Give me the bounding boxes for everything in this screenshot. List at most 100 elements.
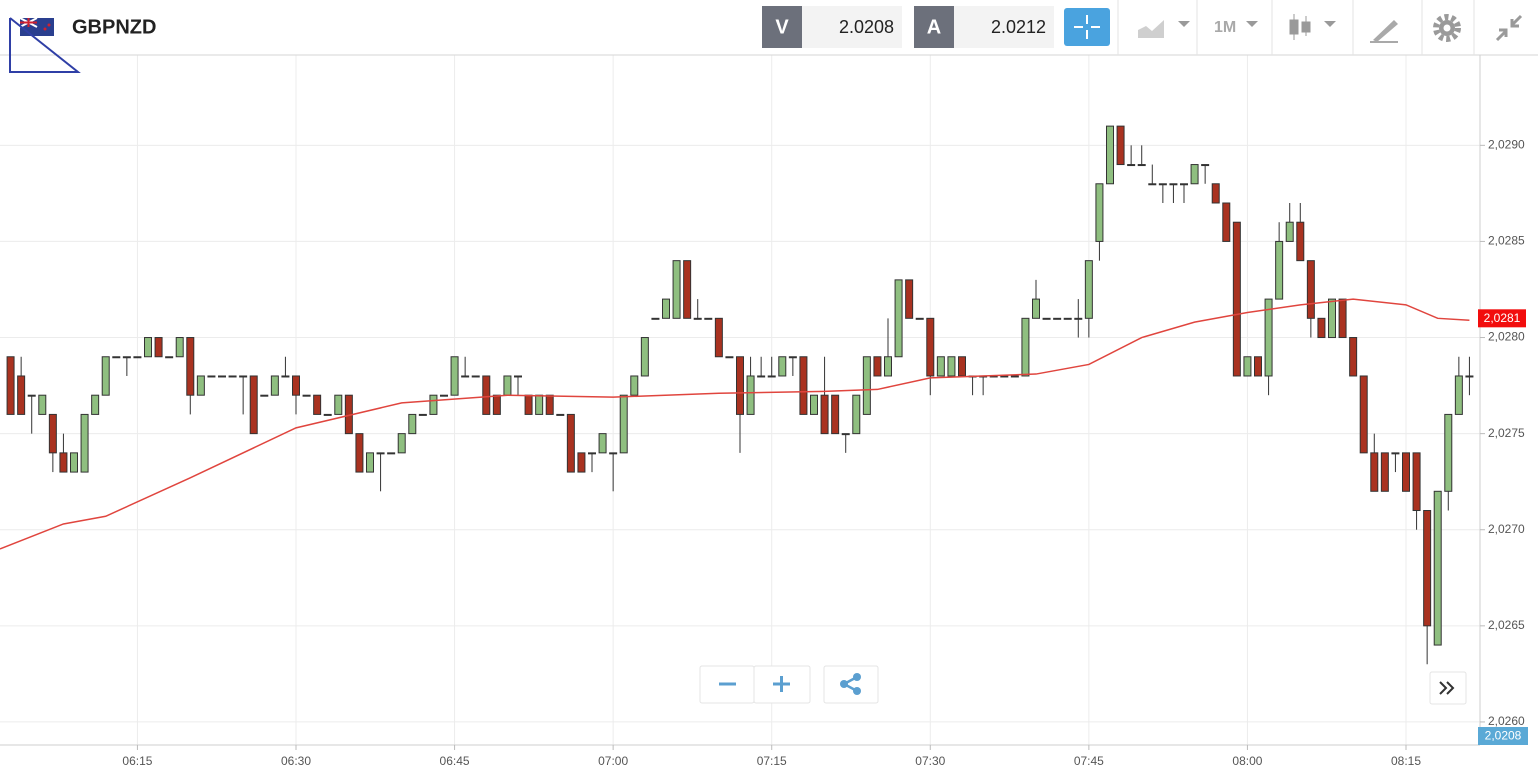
x-tick-label: 07:00 — [598, 754, 628, 768]
candle-body — [1084, 260, 1093, 319]
buy-box[interactable]: A 2.0212 — [914, 6, 1054, 48]
candle-body — [418, 413, 427, 416]
candle-body — [736, 356, 744, 415]
candle-body — [683, 260, 692, 319]
candle-body — [1433, 490, 1442, 646]
candle-body — [1243, 356, 1252, 377]
candle-body — [175, 337, 184, 358]
candle-body — [651, 317, 660, 320]
buy-label: A — [927, 16, 941, 38]
candle-body — [17, 375, 26, 415]
candle-body — [1180, 183, 1188, 186]
x-tick-label: 06:45 — [440, 754, 470, 768]
candle-body — [154, 337, 163, 358]
candle-body — [693, 317, 702, 320]
x-tick-label: 07:30 — [915, 754, 945, 768]
candle-body — [1116, 125, 1125, 166]
candle-body — [101, 356, 110, 396]
moving-average — [0, 298, 1470, 550]
candle-body — [70, 452, 78, 473]
candle-body — [429, 394, 438, 415]
candle-body — [1169, 183, 1178, 186]
candle-body — [640, 337, 649, 377]
candle-body — [397, 433, 406, 454]
y-tick-label: 2,0285 — [1488, 234, 1525, 248]
candle-body — [122, 356, 131, 359]
candle-body — [873, 356, 882, 377]
candle-body — [1148, 183, 1157, 186]
candle-body — [609, 452, 618, 455]
crosshair-button[interactable] — [1064, 8, 1110, 46]
candle-body — [1032, 298, 1040, 319]
settings-button[interactable] — [1433, 14, 1461, 42]
x-tick-label: 06:15 — [122, 754, 152, 768]
zoom-in-button[interactable] — [753, 665, 811, 704]
candle-body — [1317, 317, 1326, 339]
candle-body — [1370, 452, 1379, 492]
candle-body — [450, 356, 459, 396]
candle-body — [1222, 202, 1231, 242]
scroll-latest-button[interactable] — [1429, 671, 1467, 705]
candle-body — [1201, 164, 1210, 167]
candle-body — [1328, 298, 1336, 339]
zoom-out-button[interactable] — [699, 665, 755, 704]
candle-body — [524, 394, 533, 415]
candle-body — [48, 413, 57, 454]
candle-body — [884, 356, 892, 377]
chart-type-button[interactable] — [1138, 20, 1190, 38]
candle-body — [1275, 240, 1284, 300]
candle-body — [894, 279, 903, 358]
candle-body — [112, 356, 121, 359]
candle-body — [1296, 221, 1305, 262]
candle-body — [292, 375, 300, 396]
collapse-button[interactable] — [1495, 14, 1523, 42]
candle-body — [366, 452, 374, 473]
timeframe-button[interactable]: 1M — [1214, 19, 1258, 36]
candle-body — [38, 394, 47, 415]
candle-body — [228, 375, 237, 378]
candle-body — [1127, 164, 1136, 167]
share-button[interactable] — [823, 665, 879, 704]
candle-body — [757, 375, 766, 378]
candle-body — [577, 452, 586, 473]
candle-body — [662, 298, 670, 319]
y-tick-label: 2,0275 — [1488, 426, 1525, 440]
candle-body — [936, 356, 945, 377]
candle-body — [598, 433, 607, 454]
candle-body — [841, 433, 850, 436]
candle-body — [6, 356, 15, 415]
candle-body — [1232, 221, 1241, 377]
last-price-marker — [1478, 309, 1526, 328]
candle-body — [503, 375, 512, 396]
bid-marker: 2,0208 — [1478, 727, 1528, 745]
candle-body — [1465, 375, 1474, 378]
candle-body — [799, 356, 808, 415]
candle-body — [218, 375, 226, 378]
x-tick-label: 08:15 — [1391, 754, 1421, 768]
candle-body — [1042, 317, 1051, 320]
bid-marker-label: 2,0208 — [1485, 729, 1522, 743]
candle-body — [556, 413, 565, 416]
candle-body — [915, 317, 924, 320]
drawing-button[interactable] — [1370, 20, 1398, 43]
candle-body — [1359, 375, 1368, 454]
candle-body — [1391, 452, 1400, 455]
candle-body — [1264, 298, 1273, 377]
candle-body — [852, 394, 861, 435]
candle-body — [355, 433, 364, 473]
candle-body — [1158, 183, 1167, 186]
candle-body — [820, 394, 829, 435]
candle-body — [535, 394, 544, 415]
candle-body — [482, 375, 491, 415]
x-tick-label: 06:30 — [281, 754, 311, 768]
y-tick-label: 2,0270 — [1488, 522, 1525, 536]
candle-style-button[interactable] — [1289, 14, 1336, 40]
candle-body — [1380, 452, 1389, 492]
y-tick-label: 2,0290 — [1488, 138, 1525, 152]
y-tick-label: 2,0280 — [1488, 330, 1525, 344]
candle-body — [767, 375, 776, 378]
candle-body — [165, 356, 174, 359]
sell-box[interactable]: V 2.0208 — [762, 6, 902, 48]
candle-body — [788, 356, 797, 359]
